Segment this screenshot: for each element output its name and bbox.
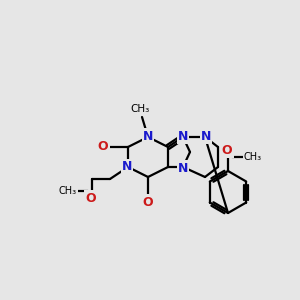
- Text: N: N: [122, 160, 132, 173]
- Text: O: O: [98, 140, 108, 152]
- Text: CH₃: CH₃: [59, 186, 77, 196]
- Text: O: O: [86, 191, 96, 205]
- Text: O: O: [222, 143, 232, 157]
- Text: CH₃: CH₃: [130, 104, 150, 114]
- Text: N: N: [178, 130, 188, 142]
- Text: CH₃: CH₃: [244, 152, 262, 162]
- Text: N: N: [178, 161, 188, 175]
- Text: N: N: [201, 130, 211, 142]
- Text: N: N: [143, 130, 153, 142]
- Text: O: O: [143, 196, 153, 208]
